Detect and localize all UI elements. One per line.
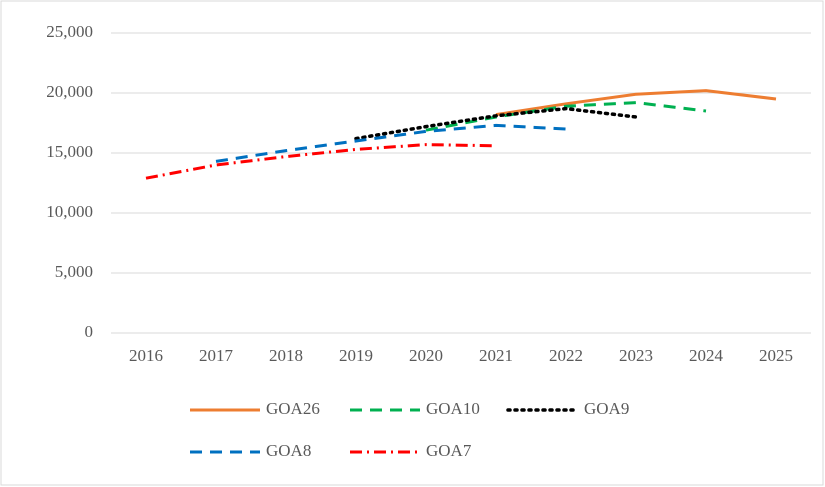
y-tick-label: 20,000 (46, 82, 93, 101)
x-tick-label: 2020 (409, 346, 443, 365)
legend-label: GOA9 (584, 399, 629, 418)
series-line (495, 89, 777, 117)
legend-label: GOA10 (426, 399, 480, 418)
legend-label: GOA8 (266, 441, 311, 460)
series-line (354, 106, 638, 141)
legend-label: GOA26 (266, 399, 320, 418)
y-tick-label: 15,000 (46, 142, 93, 161)
y-tick-label: 25,000 (46, 22, 93, 41)
series-line (425, 101, 707, 132)
x-tick-label: 2021 (479, 346, 513, 365)
y-tick-label: 10,000 (46, 202, 93, 221)
series-line (145, 143, 497, 180)
x-tick-label: 2025 (759, 346, 793, 365)
x-tick-label: 2019 (339, 346, 373, 365)
x-tick-label: 2022 (549, 346, 583, 365)
y-tick-label: 5,000 (55, 262, 93, 281)
x-tick-label: 2018 (269, 346, 303, 365)
y-tick-label: 0 (85, 322, 94, 341)
legend-label: GOA7 (426, 441, 472, 460)
x-tick-label: 2017 (199, 346, 234, 365)
x-tick-label: 2023 (619, 346, 653, 365)
x-tick-label: 2016 (129, 346, 163, 365)
x-tick-label: 2024 (689, 346, 724, 365)
